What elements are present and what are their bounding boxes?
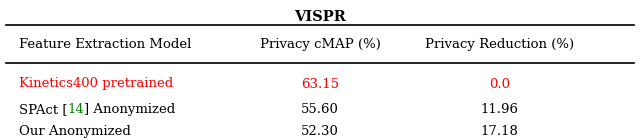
Text: 17.18: 17.18 xyxy=(480,125,518,138)
Text: Feature Extraction Model: Feature Extraction Model xyxy=(19,38,191,51)
Text: Privacy cMAP (%): Privacy cMAP (%) xyxy=(260,38,380,51)
Text: Kinetics400 pretrained: Kinetics400 pretrained xyxy=(19,78,173,90)
Text: 11.96: 11.96 xyxy=(480,103,518,116)
Text: 14: 14 xyxy=(68,103,84,116)
Text: 63.15: 63.15 xyxy=(301,78,339,90)
Text: 52.30: 52.30 xyxy=(301,125,339,138)
Text: 0.0: 0.0 xyxy=(489,78,509,90)
Text: Our Anonymized: Our Anonymized xyxy=(19,125,131,138)
Text: VISPR: VISPR xyxy=(294,10,346,24)
Text: 55.60: 55.60 xyxy=(301,103,339,116)
Text: Privacy Reduction (%): Privacy Reduction (%) xyxy=(424,38,574,51)
Text: SPAct [: SPAct [ xyxy=(19,103,68,116)
Text: ] Anonymized: ] Anonymized xyxy=(84,103,176,116)
